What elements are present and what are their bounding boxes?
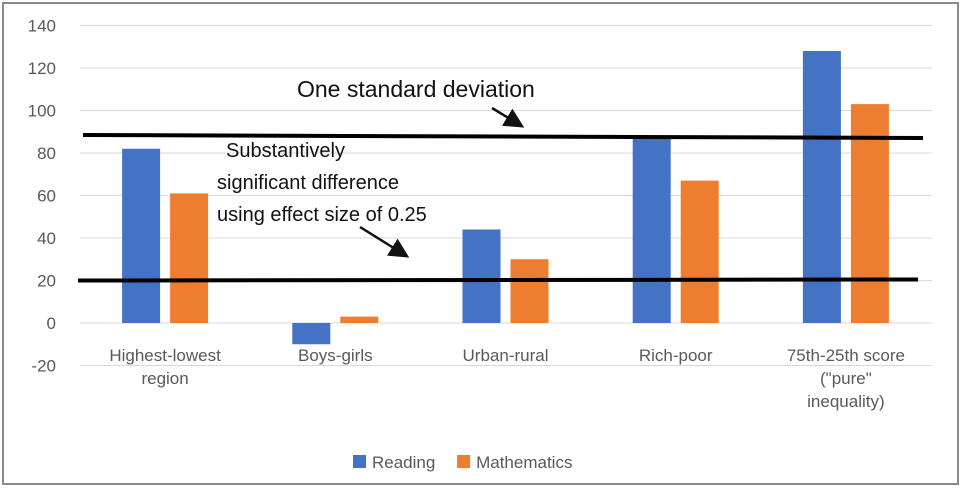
one-sd-line: [82, 133, 924, 140]
x-category-label: Urban-rural: [463, 346, 549, 365]
y-tick-label: 0: [47, 314, 56, 333]
legend-swatch-reading: [353, 455, 366, 468]
effect-size-annotation: Substantively: [226, 140, 345, 162]
y-tick-label: 100: [28, 102, 56, 121]
bar-mathematics-4: [850, 104, 889, 323]
x-category-label: Highest-lowest: [109, 346, 221, 365]
bar-reading-4: [802, 51, 841, 323]
x-category-label: inequality): [807, 392, 885, 411]
x-category-label: Boys-girls: [298, 346, 373, 365]
y-tick-label: -20: [31, 357, 56, 376]
legend-label-mathematics: Mathematics: [476, 453, 572, 472]
x-category-label: ("pure": [820, 369, 872, 388]
y-tick-label: 120: [28, 59, 56, 78]
effect-size-annotation: using effect size of 0.25: [217, 204, 427, 226]
y-tick-label: 140: [28, 17, 56, 36]
bar-mathematics-1: [340, 316, 379, 323]
legend-label-reading: Reading: [372, 453, 435, 472]
x-category-label: 75th-25th score: [787, 346, 905, 365]
x-category-label: Rich-poor: [639, 346, 713, 365]
y-tick-label: 40: [37, 229, 56, 248]
effect-size-line: [77, 277, 919, 283]
y-tick-label: 60: [37, 187, 56, 206]
bar-reading-2: [462, 229, 501, 323]
x-category-label: region: [141, 369, 188, 388]
y-tick-label: 20: [37, 272, 56, 291]
y-tick-label: 80: [37, 144, 56, 163]
bar-mathematics-0: [170, 193, 209, 323]
legend-swatch-mathematics: [457, 455, 471, 468]
bar-reading-3: [632, 138, 671, 323]
one-sd-arrow-icon: [491, 106, 525, 128]
effect-size-annotation: significant difference: [217, 172, 399, 194]
one-sd-annotation: One standard deviation: [297, 76, 535, 102]
bar-mathematics-2: [510, 259, 549, 323]
bar-reading-0: [122, 148, 161, 323]
effect-size-arrow-icon: [359, 225, 410, 258]
bar-reading-1: [292, 323, 331, 345]
bar-mathematics-3: [680, 180, 719, 323]
